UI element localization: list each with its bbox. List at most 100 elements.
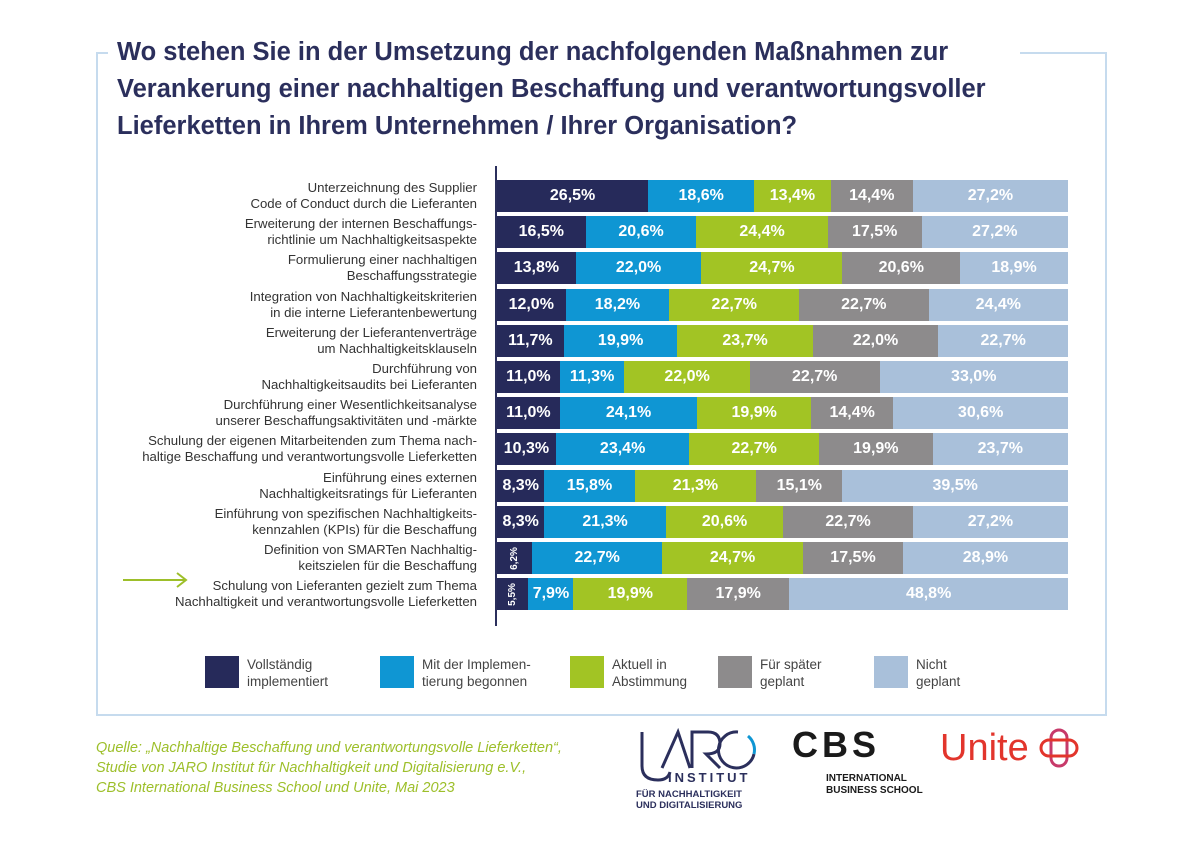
- bar-segment: 19,9%: [573, 578, 688, 611]
- data-label: 39,5%: [932, 476, 978, 494]
- category-label: Durchführung einer Wesentlichkeitsanalys…: [215, 397, 477, 429]
- bar-segment: 20,6%: [842, 252, 961, 285]
- data-label: 18,9%: [991, 259, 1037, 277]
- bar-segment: 18,6%: [648, 180, 755, 212]
- data-label: 20,6%: [878, 259, 924, 277]
- bar-segment: 22,7%: [689, 433, 820, 466]
- bar-segment: 22,0%: [575, 252, 702, 285]
- data-label: 19,9%: [597, 331, 644, 349]
- unite-knot-icon: [1039, 728, 1079, 768]
- bar-segment: 13,8%: [497, 252, 576, 285]
- data-label: 23,7%: [977, 440, 1023, 458]
- data-label: 13,8%: [513, 259, 560, 277]
- legend-swatch: [874, 656, 908, 688]
- bar-segment: 48,8%: [789, 578, 1068, 611]
- data-label: 30,6%: [957, 404, 1004, 422]
- bar-segment: 10,3%: [497, 433, 556, 466]
- category-label: Integration von Nachhaltigkeitskriterien…: [249, 288, 477, 320]
- data-label: 10,3%: [503, 440, 550, 458]
- data-label: 17,5%: [830, 549, 876, 566]
- data-label: 22,7%: [841, 295, 887, 313]
- unite-logo: Unite: [940, 726, 1081, 770]
- bar-segment: 24,7%: [662, 542, 804, 574]
- bar-segment: 16,5%: [497, 216, 586, 249]
- data-label: 26,5%: [549, 187, 596, 204]
- bar-segment: 14,4%: [811, 397, 894, 430]
- stacked-bar: 12,0% 18,2% 22,7% 22,7% 24,4%: [497, 288, 1068, 321]
- category-label: Einführung von spezifischen Nachhaltigke…: [214, 505, 477, 537]
- bar-segment: 20,6%: [585, 216, 697, 249]
- data-label: 22,7%: [731, 440, 777, 458]
- legend-item: Nicht geplant: [874, 656, 1036, 690]
- data-label: 21,3%: [672, 476, 719, 494]
- legend-swatch: [205, 656, 239, 688]
- data-label: 7,9%: [532, 585, 570, 603]
- stacked-bar: 6,2% 22,7% 24,7% 17,5% 28,9%: [497, 542, 1068, 574]
- stacked-bar: 13,8% 22,0% 24,7% 20,6% 18,9%: [497, 252, 1068, 285]
- stacked-bar: 16,5% 20,6% 24,4% 17,5% 27,2%: [497, 216, 1068, 249]
- legend-item: Aktuell in Abstimmung: [570, 656, 732, 690]
- data-label: 22,7%: [825, 512, 871, 530]
- bar-segment: 17,5%: [803, 542, 903, 574]
- data-label: 27,2%: [972, 223, 1018, 241]
- bar-segment: 24,4%: [696, 216, 828, 249]
- bar-segment: 22,7%: [669, 288, 800, 321]
- bar-segment: 24,4%: [928, 288, 1068, 321]
- data-label: 24,4%: [739, 223, 785, 241]
- bar-segment: 17,9%: [687, 578, 790, 611]
- data-label: 6,2%: [509, 546, 521, 570]
- data-label: 8,3%: [502, 512, 539, 530]
- bar-segment: 8,3%: [497, 505, 545, 538]
- data-label: 16,5%: [518, 223, 565, 241]
- data-label: 20,6%: [618, 223, 664, 241]
- data-label: 19,9%: [731, 404, 777, 422]
- category-label: Formulierung einer nachhaltigen Beschaff…: [287, 252, 477, 284]
- data-label: 8,3%: [502, 476, 539, 494]
- legend-label: Nicht geplant: [916, 657, 961, 689]
- bar-segment: 13,4%: [754, 180, 831, 212]
- data-label: 15,1%: [776, 476, 822, 494]
- bar-segment: 12,0%: [497, 288, 566, 321]
- data-label: 24,7%: [709, 549, 756, 566]
- data-label: 11,0%: [506, 404, 551, 422]
- data-label: 24,1%: [605, 404, 652, 422]
- stacked-bar: 26,5% 18,6% 13,4% 14,4% 27,2%: [497, 180, 1068, 212]
- bar-segment: 27,2%: [921, 216, 1068, 249]
- category-label: Definition von SMARTen Nachhaltig- keits…: [263, 542, 477, 573]
- stacked-bar: 10,3% 23,4% 22,7% 19,9% 23,7%: [497, 433, 1068, 466]
- stacked-bar: 11,7% 19,9% 23,7% 22,0% 22,7%: [497, 324, 1068, 357]
- category-label: Unterzeichnung des Supplier Code of Cond…: [250, 180, 477, 211]
- data-label: 22,7%: [711, 295, 757, 313]
- legend-label: Mit der Implemen- tierung begonnen: [422, 657, 531, 689]
- bar-segment: 19,9%: [819, 433, 933, 466]
- bar-segment: 21,3%: [544, 505, 666, 538]
- bar-segment: 22,7%: [799, 288, 929, 321]
- data-label: 22,0%: [852, 331, 899, 349]
- data-label: 17,5%: [851, 223, 898, 241]
- bar-segment: 24,7%: [701, 252, 843, 285]
- bar-segment: 17,5%: [827, 216, 922, 249]
- category-label: Erweiterung der internen Beschaffungs- r…: [244, 216, 477, 248]
- data-label: 28,9%: [962, 549, 1009, 566]
- data-label: 14,4%: [849, 187, 895, 204]
- bar-segment: 18,9%: [960, 252, 1068, 285]
- bar-segment: 14,4%: [830, 180, 913, 212]
- legend-label: Für später geplant: [760, 657, 822, 689]
- chart-title: Wo stehen Sie in der Umsetzung der nachf…: [117, 38, 986, 140]
- bar-segment: 11,0%: [497, 361, 560, 393]
- legend-swatch: [570, 656, 604, 688]
- bar-segment: 8,3%: [497, 469, 545, 502]
- source-note: Quelle: „Nachhaltige Beschaffung und ver…: [96, 740, 562, 796]
- category-label: Durchführung von Nachhaltigkeitsaudits b…: [261, 361, 477, 392]
- category-label: Einführung eines externen Nachhaltigkeit…: [259, 469, 477, 501]
- legend-item: Mit der Implemen- tierung begonnen: [380, 656, 542, 690]
- bar-segment: 23,7%: [932, 433, 1068, 466]
- data-label: 19,9%: [607, 585, 653, 603]
- stacked-bar: 5,5% 7,9% 19,9% 17,9% 48,8%: [497, 578, 1068, 611]
- data-label: 21,3%: [582, 512, 628, 530]
- data-label: 12,0%: [508, 295, 554, 313]
- data-label: 18,6%: [678, 187, 724, 204]
- bar-segment: 6,2%: [497, 542, 533, 574]
- bar-segment: 22,7%: [783, 505, 913, 538]
